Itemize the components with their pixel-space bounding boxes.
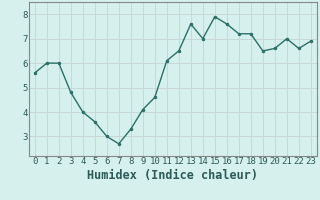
X-axis label: Humidex (Indice chaleur): Humidex (Indice chaleur) xyxy=(87,169,258,182)
